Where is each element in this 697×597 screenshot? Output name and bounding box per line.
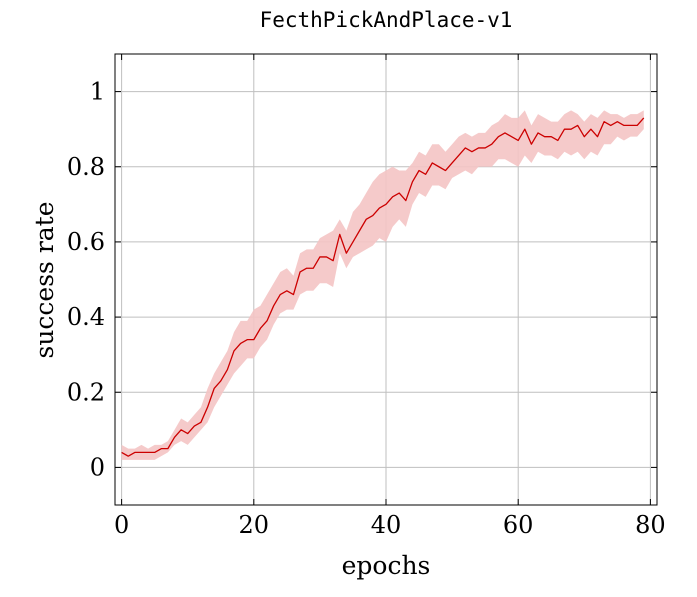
y-tick-label: 0 (90, 453, 105, 481)
x-tick-label: 20 (239, 511, 270, 539)
x-tick-label: 40 (371, 511, 402, 539)
x-tick-label: 80 (635, 511, 666, 539)
axis-ticks: 0 20 40 60 80 0 0.2 0.4 0.6 0.8 1 (67, 54, 666, 539)
x-tick-label: 60 (503, 511, 534, 539)
mean-line (121, 117, 645, 457)
confidence-band (121, 110, 644, 460)
y-tick-label: 1 (90, 78, 105, 106)
y-tick-label: 0.8 (67, 153, 105, 181)
y-tick-label: 0.6 (67, 228, 105, 256)
y-tick-label: 0.2 (67, 378, 105, 406)
y-axis-label: success rate (30, 201, 59, 358)
x-tick-label: 0 (114, 511, 129, 539)
x-axis-label: epochs (342, 551, 431, 580)
std-band (121, 110, 644, 460)
chart-title: FecthPickAndPlace-v1 (260, 8, 513, 32)
success-rate-series (121, 117, 645, 457)
y-tick-label: 0.4 (67, 303, 105, 331)
